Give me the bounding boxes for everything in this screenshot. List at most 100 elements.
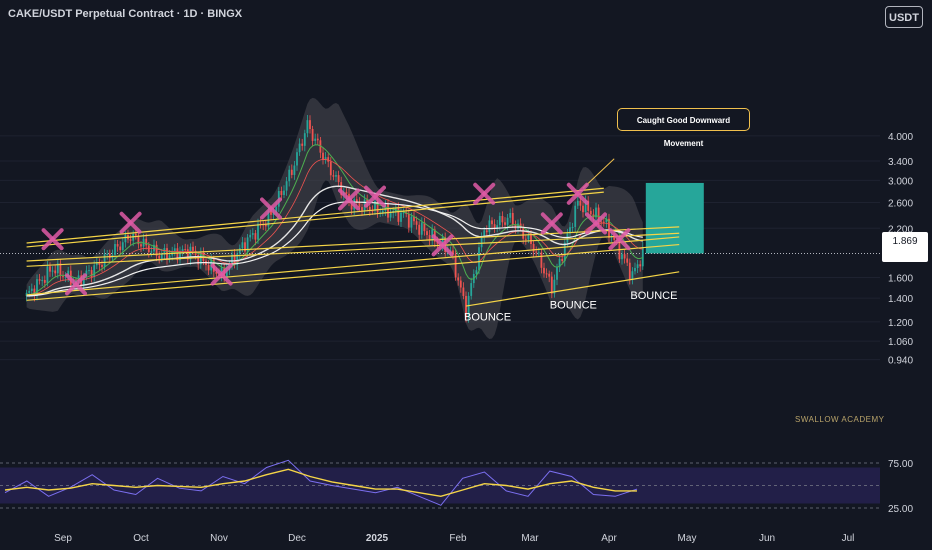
- trend-channel: [26, 158, 680, 307]
- candle-body: [116, 244, 119, 247]
- candle-body: [467, 295, 470, 318]
- candle-body: [337, 175, 340, 183]
- candle-body: [506, 217, 509, 225]
- candle-body: [358, 201, 361, 208]
- candle-body: [145, 238, 148, 246]
- candle-body: [350, 202, 353, 210]
- annotations: BOUNCE BOUNCE BOUNCE: [464, 290, 677, 323]
- marker-x: [540, 212, 563, 235]
- candle-body: [376, 200, 379, 213]
- candle-body: [540, 252, 543, 268]
- ema-line: [26, 201, 643, 297]
- candle-body: [493, 224, 496, 229]
- candle-body: [231, 254, 233, 265]
- candle-body: [548, 273, 551, 277]
- candle-body: [324, 157, 327, 160]
- candle-body: [452, 250, 454, 255]
- candle-body: [64, 276, 67, 278]
- bounce-label: BOUNCE: [464, 312, 511, 324]
- x-tick-label: Jun: [759, 533, 775, 544]
- candle-body: [298, 143, 301, 153]
- candle-body: [319, 140, 322, 153]
- channel-line: [465, 271, 680, 307]
- axis-ticks: 4.000 3.400 3.000 2.600 2.200 1.600 1.400 1.200…: [54, 132, 913, 544]
- candle-body: [199, 252, 202, 265]
- candle-body: [361, 207, 363, 211]
- candle-body: [387, 203, 389, 218]
- candle-body: [595, 207, 597, 218]
- candle-body: [488, 220, 491, 233]
- x-tick-label: Feb: [449, 533, 467, 544]
- candle-body: [51, 270, 54, 272]
- candle-body: [636, 264, 639, 268]
- candle-body: [225, 269, 228, 278]
- candle-body: [641, 247, 644, 267]
- candle-body: [36, 279, 38, 296]
- candle-body: [465, 295, 467, 318]
- candle-body: [233, 254, 236, 265]
- candle-body: [95, 262, 98, 266]
- candle-body: [563, 242, 566, 262]
- marker-x: [364, 185, 386, 208]
- currency-button[interactable]: USDT: [885, 6, 923, 28]
- candle-body: [426, 231, 428, 236]
- x-tick-label: Jul: [842, 533, 855, 544]
- candle-body: [296, 152, 298, 166]
- candle-body: [244, 242, 246, 252]
- candle-body: [59, 263, 62, 277]
- candle-body: [415, 221, 418, 225]
- candle-body: [335, 175, 337, 177]
- candle-body: [537, 252, 540, 254]
- candle-body: [43, 280, 46, 283]
- candle-body: [90, 270, 93, 277]
- candle-body: [303, 133, 306, 146]
- candle-body: [485, 230, 488, 233]
- candle-body: [631, 271, 634, 280]
- x-tick-label: 2025: [366, 533, 389, 544]
- band-fill: [26, 97, 643, 339]
- candle-body: [532, 244, 535, 252]
- candle-body: [504, 222, 506, 225]
- y-tick-label: 1.200: [888, 318, 913, 329]
- y-tick-label: 2.600: [888, 198, 913, 209]
- candle-body: [418, 224, 421, 235]
- candle-body: [181, 249, 184, 252]
- candle-body: [561, 258, 564, 262]
- candle-body: [454, 254, 457, 278]
- marker-x: [431, 234, 454, 257]
- candle-body: [173, 248, 176, 252]
- candle-body: [236, 253, 239, 265]
- candle-body: [293, 165, 296, 175]
- candle-body: [160, 254, 163, 259]
- candle-body: [605, 218, 608, 223]
- candle-body: [301, 143, 304, 146]
- bounce-label: BOUNCE: [550, 299, 597, 311]
- candle-body: [368, 206, 371, 211]
- candle-body: [238, 248, 241, 254]
- ema-line: [26, 144, 643, 297]
- candle-body: [124, 234, 127, 243]
- candle-body: [150, 251, 153, 253]
- candle-body: [498, 216, 501, 226]
- candle-body: [140, 244, 142, 247]
- candle-body: [93, 265, 96, 277]
- candle-body: [129, 239, 132, 241]
- candle-body: [569, 227, 571, 234]
- candle-body: [316, 138, 319, 141]
- candle-body: [98, 262, 101, 265]
- candle-body: [576, 200, 579, 206]
- candle-body: [311, 128, 314, 141]
- candle-body: [192, 246, 194, 251]
- candle-body: [345, 191, 348, 194]
- candle-body: [82, 275, 85, 286]
- candle-body: [610, 236, 613, 238]
- candle-body: [306, 120, 309, 134]
- bollinger-band: [26, 97, 643, 339]
- candle-body: [621, 254, 623, 260]
- candle-body: [121, 242, 124, 251]
- candle-body: [207, 264, 210, 271]
- marker-x: [65, 273, 87, 296]
- y-tick-label: 1.060: [888, 337, 913, 348]
- candle-body: [553, 279, 556, 294]
